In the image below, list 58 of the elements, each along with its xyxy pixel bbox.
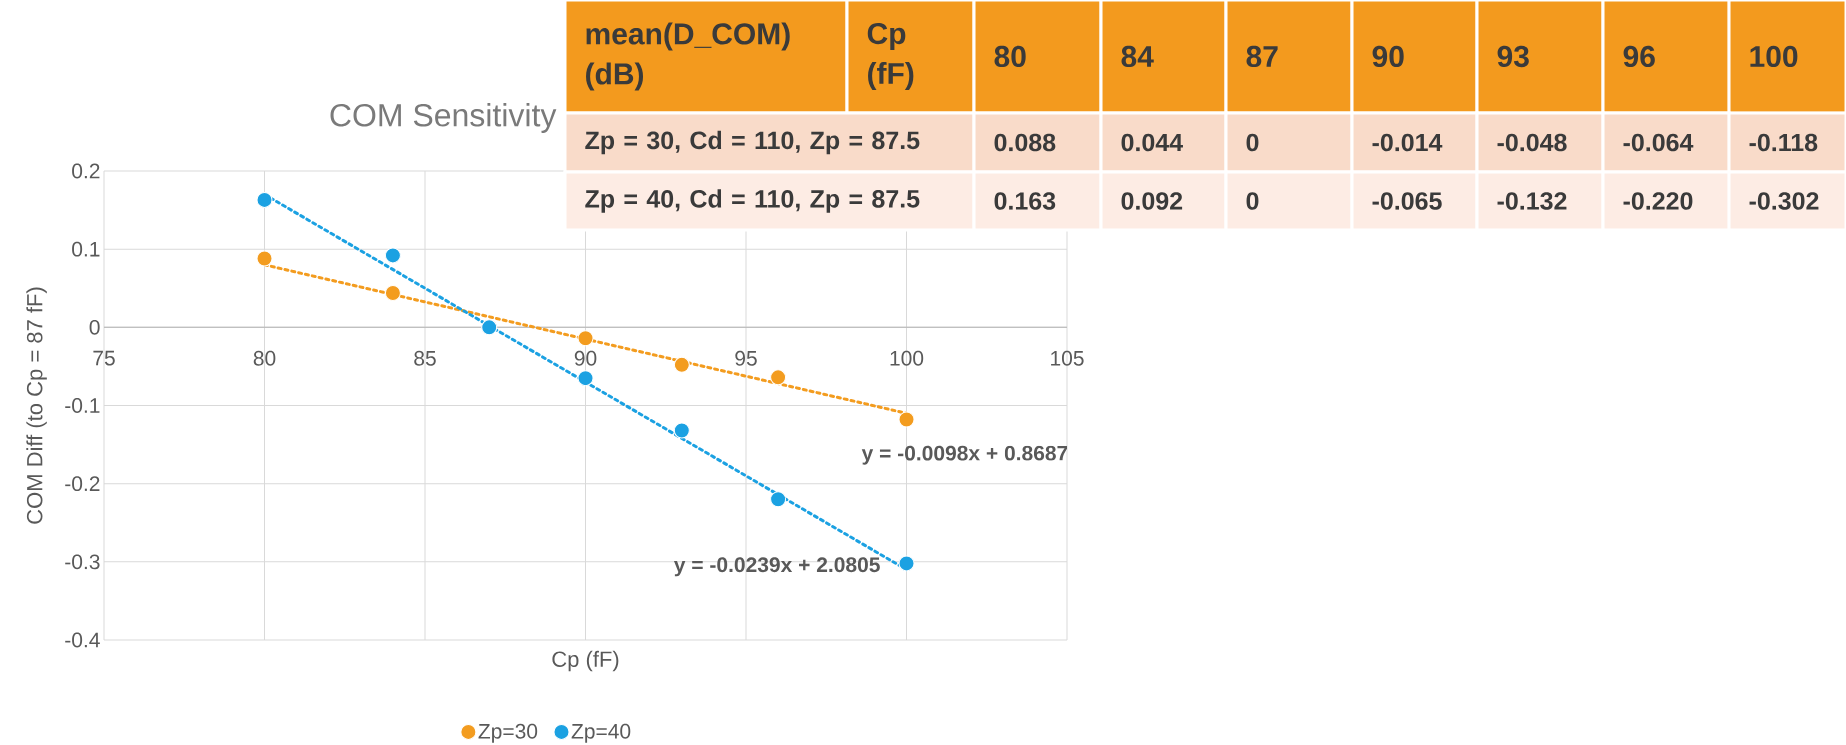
category-label: 90 — [1372, 45, 1404, 68]
point — [898, 411, 915, 428]
point — [384, 284, 401, 301]
point — [673, 356, 690, 373]
point — [577, 330, 594, 347]
x-tick-label: 85 — [414, 350, 436, 366]
category-label: 84 — [1121, 45, 1154, 68]
point — [256, 191, 273, 208]
category-label: 96 — [1623, 45, 1655, 68]
point — [673, 422, 690, 439]
y-tick-label: -0.2 — [65, 476, 100, 492]
text: -0.132 — [1497, 192, 1567, 210]
text: -0.220 — [1623, 192, 1693, 210]
point — [256, 250, 273, 267]
text: 0.044 — [1121, 133, 1183, 152]
y-axis-title: COM Diff (to Cp = 87 fF) — [26, 287, 47, 524]
y-tick-label: -0.1 — [65, 398, 100, 413]
x-tick-label: 75 — [93, 350, 115, 366]
point — [384, 247, 401, 264]
point — [770, 369, 787, 386]
text: Cp (fF) — [867, 22, 914, 91]
text: -0.118 — [1749, 133, 1818, 152]
text: -0.302 — [1749, 192, 1819, 210]
category-label: 100 — [1750, 45, 1798, 68]
text: 0.092 — [1121, 192, 1183, 210]
category-label: 87 — [1246, 45, 1278, 68]
text: 0.163 — [994, 192, 1056, 210]
annotation: y = -0.0098x + 0.8687 — [861, 445, 1068, 465]
chart-title: COM Sensitivity — [330, 103, 557, 133]
x-tick-label: 95 — [735, 350, 757, 366]
text: mean(D_COM) (dB) — [586, 22, 790, 91]
x-tick-label: 105 — [1051, 350, 1084, 366]
text: 0 — [1246, 192, 1259, 210]
point — [898, 555, 915, 572]
text: 0.088 — [994, 133, 1056, 152]
y-tick-label: 0 — [89, 319, 100, 335]
point — [770, 491, 787, 508]
annotation: y = -0.0239x + 2.0805 — [673, 557, 880, 577]
x-axis-title: Cp (fF) — [552, 650, 619, 672]
x-tick-label: 90 — [574, 350, 597, 366]
text: 0 — [1246, 133, 1259, 152]
text: -0.014 — [1372, 133, 1443, 152]
text: -0.065 — [1372, 192, 1442, 210]
category-label: Zp = 30, Cd = 110, Zp = 87.5 — [585, 130, 920, 155]
x-tick-label: 80 — [253, 350, 276, 366]
y-tick-label: 0.1 — [72, 241, 100, 257]
text: -0.048 — [1497, 133, 1567, 152]
category-label: 93 — [1497, 45, 1529, 68]
x-tick-label: 100 — [890, 350, 924, 366]
category-label: 80 — [994, 45, 1026, 68]
legend-label: Zp=30 — [478, 723, 538, 743]
y-tick-label: -0.3 — [65, 554, 100, 570]
legend-label: Zp=40 — [571, 723, 631, 743]
y-tick-label: -0.4 — [65, 632, 100, 648]
category-label: Zp = 40, Cd = 110, Zp = 87.5 — [585, 189, 920, 213]
y-tick-label: 0.2 — [72, 163, 100, 179]
point — [577, 370, 594, 387]
text: -0.064 — [1623, 133, 1694, 152]
